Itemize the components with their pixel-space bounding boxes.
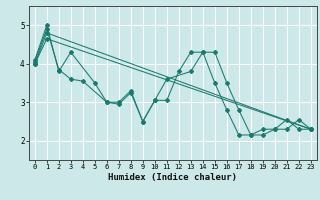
X-axis label: Humidex (Indice chaleur): Humidex (Indice chaleur) xyxy=(108,173,237,182)
